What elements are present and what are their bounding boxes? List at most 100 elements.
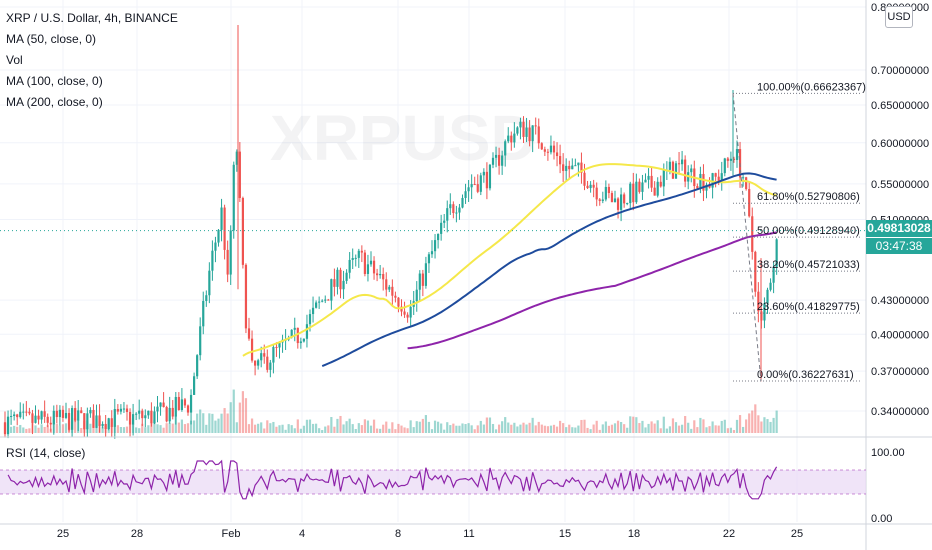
volume-bar bbox=[467, 423, 470, 433]
fib-level-label: 23.60%(0.41829775) bbox=[757, 301, 860, 313]
candle-body bbox=[488, 164, 492, 189]
legend-vol[interactable]: Vol bbox=[6, 53, 23, 67]
volume-bar bbox=[391, 422, 394, 433]
candle-body bbox=[440, 222, 443, 234]
candle-body bbox=[635, 181, 638, 203]
volume-bar bbox=[278, 425, 281, 433]
volume-bar bbox=[476, 425, 479, 433]
volume-bar bbox=[574, 427, 577, 433]
candle-body bbox=[272, 346, 275, 363]
volume-bar bbox=[632, 416, 635, 433]
candle-body bbox=[266, 356, 269, 370]
volume-bar bbox=[250, 418, 254, 433]
candle-body bbox=[345, 272, 348, 281]
volume-bar bbox=[196, 413, 199, 433]
volume-bar bbox=[354, 428, 357, 433]
candle-body bbox=[452, 204, 455, 214]
candle-body bbox=[156, 406, 159, 412]
volume-bar bbox=[80, 428, 83, 433]
time-tick-label: 25 bbox=[791, 528, 803, 540]
volume-bar bbox=[601, 424, 604, 433]
volume-bar bbox=[327, 425, 330, 433]
volume-bar bbox=[516, 426, 519, 433]
rsi-line bbox=[7, 459, 778, 500]
candle-body bbox=[257, 360, 260, 366]
candle-body bbox=[705, 184, 708, 191]
candle-body bbox=[104, 423, 107, 430]
legend-ma100[interactable]: MA (100, close, 0) bbox=[6, 74, 103, 88]
candle-body bbox=[656, 181, 659, 196]
candle-body bbox=[537, 126, 540, 144]
watermark: XRPUSD bbox=[270, 102, 537, 174]
candle-body bbox=[369, 260, 373, 265]
candle-body bbox=[668, 161, 671, 170]
candle-body bbox=[696, 186, 699, 189]
volume-bar bbox=[656, 420, 659, 433]
volume-bar bbox=[302, 425, 305, 433]
ma200-line bbox=[407, 231, 777, 350]
volume-bar bbox=[662, 416, 665, 433]
volume-bar bbox=[748, 413, 751, 433]
candle-body bbox=[74, 408, 77, 421]
volume-bar bbox=[266, 420, 269, 433]
volume-bar bbox=[647, 423, 650, 433]
price-tick-label: 0.37000000 bbox=[871, 366, 929, 378]
candle-body bbox=[241, 197, 244, 265]
volume-bar bbox=[409, 420, 412, 433]
volume-bar bbox=[177, 422, 180, 433]
volume-bar bbox=[214, 420, 217, 433]
candle-body bbox=[458, 207, 461, 213]
currency-button[interactable]: USD bbox=[885, 6, 913, 28]
volume-bar bbox=[751, 410, 754, 433]
time-tick-label: 28 bbox=[131, 528, 143, 540]
volume-bar bbox=[562, 423, 565, 433]
rsi-legend[interactable]: RSI (14, close) bbox=[6, 446, 86, 460]
candle-body bbox=[616, 198, 620, 210]
candle-body bbox=[263, 353, 266, 357]
candle-body bbox=[406, 314, 409, 318]
candle-body bbox=[757, 291, 760, 312]
candle-body bbox=[193, 376, 196, 395]
symbol-title[interactable]: XRP / U.S. Dollar, 4h, BINANCE bbox=[6, 11, 178, 25]
volume-bar bbox=[61, 424, 65, 433]
volume-bar bbox=[34, 425, 37, 433]
candle-body bbox=[28, 411, 31, 414]
volume-bar bbox=[732, 430, 736, 433]
volume-bar bbox=[153, 419, 156, 433]
volume-bar bbox=[366, 420, 370, 433]
volume-bar bbox=[738, 415, 742, 433]
candle-body bbox=[677, 163, 681, 165]
price-tick-label: 0.60000000 bbox=[871, 138, 929, 150]
candle-body bbox=[620, 194, 623, 210]
volume-bar bbox=[342, 424, 345, 433]
volume-bar bbox=[610, 424, 614, 433]
volume-bar bbox=[763, 417, 766, 433]
legend-ma200[interactable]: MA (200, close, 0) bbox=[6, 95, 103, 109]
candle-body bbox=[583, 172, 586, 186]
candle-body bbox=[327, 299, 330, 301]
candle-body bbox=[34, 415, 37, 423]
candlesticks bbox=[3, 25, 778, 439]
price-tick-label: 0.65000000 bbox=[871, 100, 929, 112]
volume-bar bbox=[443, 429, 446, 433]
candle-body bbox=[339, 269, 342, 290]
volume-bar bbox=[165, 423, 168, 433]
legend-ma50[interactable]: MA (50, close, 0) bbox=[6, 32, 97, 46]
candle-body bbox=[336, 269, 339, 287]
candle-body bbox=[479, 175, 482, 192]
price-tick-label: 0.43000000 bbox=[871, 295, 929, 307]
candle-body bbox=[531, 125, 534, 142]
volume-bar bbox=[507, 422, 510, 433]
candle-body bbox=[632, 183, 635, 203]
candle-body bbox=[144, 415, 147, 419]
candle-body bbox=[641, 182, 644, 192]
candle-body bbox=[501, 155, 504, 166]
volume-bar bbox=[55, 423, 58, 433]
volume-bar bbox=[232, 389, 235, 433]
volume-bar bbox=[671, 418, 675, 433]
volume-bar bbox=[644, 427, 647, 433]
candle-body bbox=[177, 396, 180, 410]
volume-bar bbox=[586, 427, 589, 433]
price-tick-label: 0.40000000 bbox=[871, 329, 929, 341]
